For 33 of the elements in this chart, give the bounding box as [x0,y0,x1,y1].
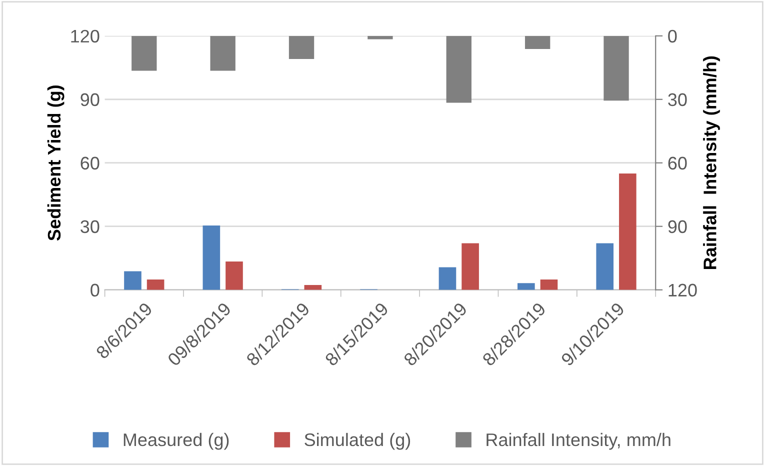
y-tick-label: 30 [80,220,100,234]
bar [619,173,636,290]
bar [210,36,236,71]
bar [368,36,393,40]
bar [202,226,220,290]
bar [518,283,535,290]
y2-tick-label: 0 [668,30,677,43]
bar [446,36,472,103]
legend-label: Simulated (g) [304,432,410,450]
y-tick-label: 60 [80,156,100,170]
y2-tick-label: 120 [668,284,697,297]
y-tick-label: 120 [71,30,100,43]
bar [540,279,558,290]
y2-tick-label: 60 [668,156,687,170]
legend-label: Measured (g) [124,432,229,450]
bar [146,279,164,290]
y2-tick-label: 30 [668,93,687,106]
bar [132,36,157,71]
y-tick-label: 90 [80,93,100,106]
bar [604,36,629,101]
bar [524,36,550,50]
bar [124,271,142,290]
y2-tick-label: 90 [668,220,687,234]
y-tick-label: 0 [90,284,100,297]
y2-axis-title: Rainfall Intensity (mm/h) [703,56,720,269]
bar [288,36,314,59]
bar [462,243,479,290]
bar [596,243,614,290]
bar [226,261,243,290]
bar [304,284,322,290]
bar [438,267,456,290]
y-axis-title: Sediment Yield (g) [47,86,64,241]
legend-label: Rainfall Intensity, mm/h [486,432,670,450]
